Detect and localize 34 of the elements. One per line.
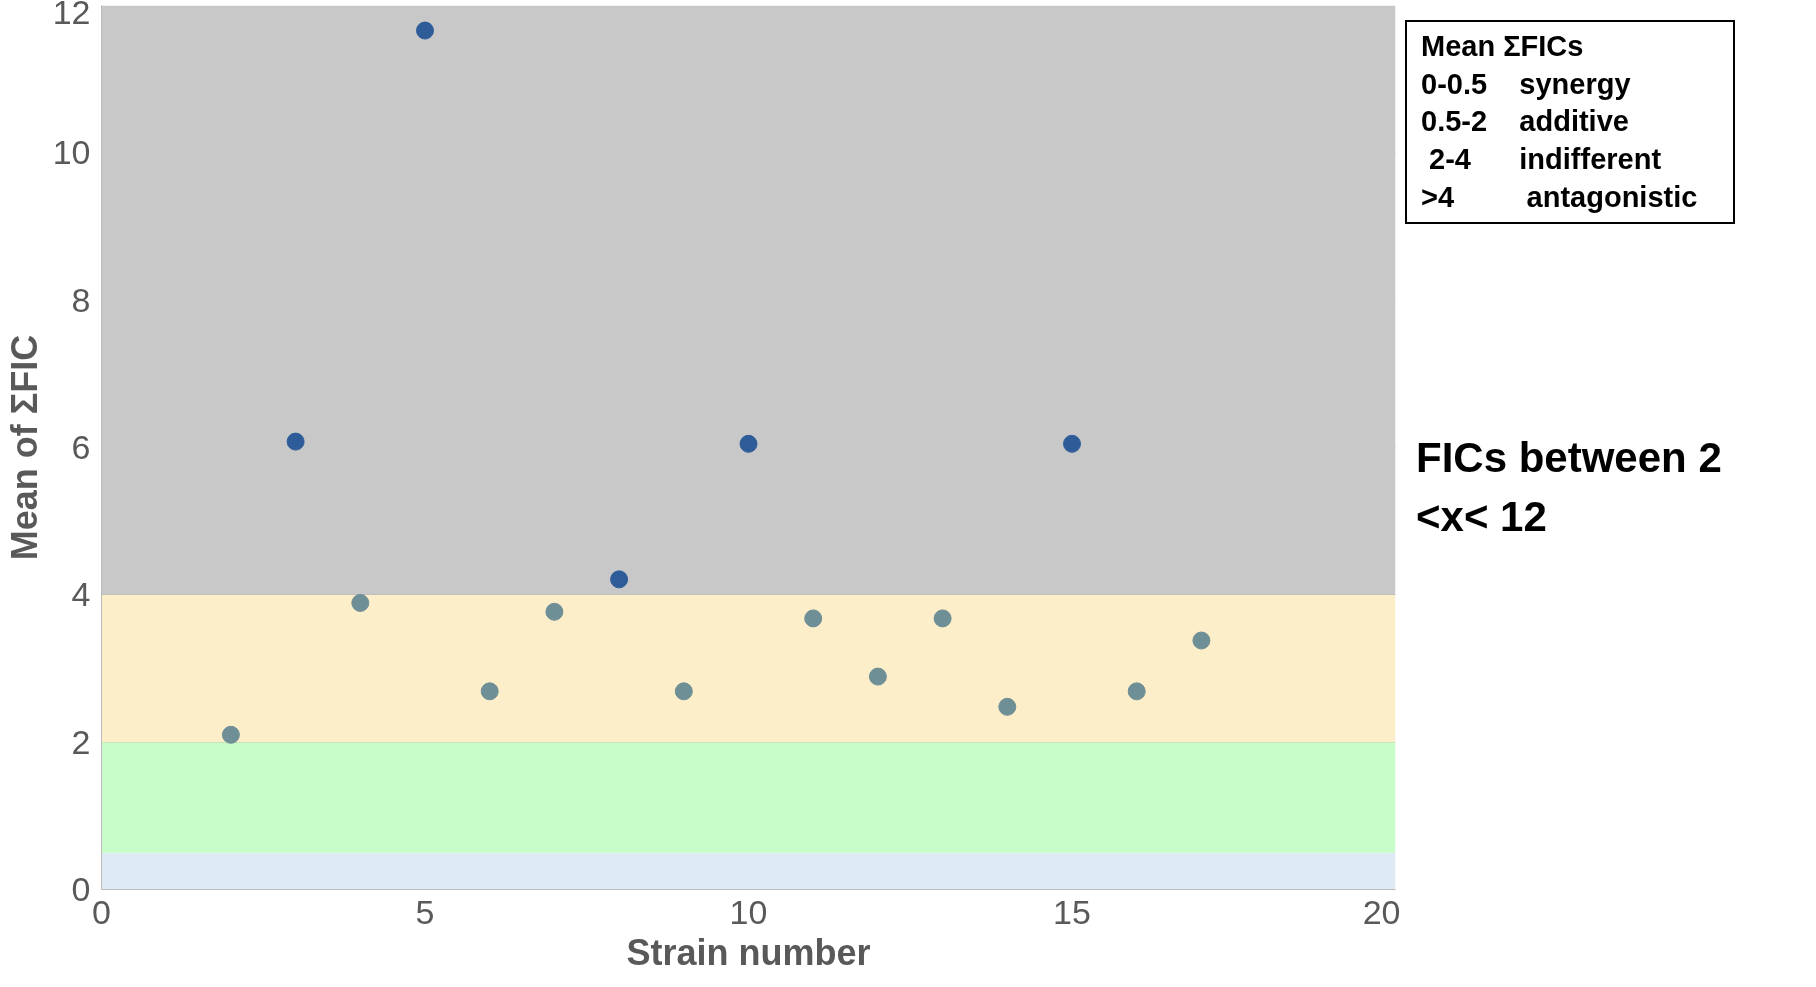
point	[1192, 631, 1211, 650]
y-axis-title: Mean of ΣFIC	[3, 334, 45, 561]
point	[933, 609, 952, 628]
y-tick-label: 4	[71, 575, 91, 614]
x-tick-label: 10	[729, 892, 768, 931]
point	[286, 432, 305, 451]
text: >4 antagonistic	[1421, 180, 1698, 213]
point	[739, 434, 758, 453]
y-tick-label: 10	[52, 133, 91, 172]
text: 0.5-2 additive	[1421, 105, 1629, 138]
point	[1063, 434, 1081, 453]
text: 2-4 indifferent	[1429, 143, 1662, 176]
point	[351, 593, 370, 612]
point	[674, 682, 693, 701]
text: Mean ΣFICs	[1421, 30, 1584, 62]
point	[998, 697, 1017, 716]
point	[480, 682, 499, 701]
y-tick-label: 12	[52, 0, 91, 31]
text: 0-0.5 synergy	[1421, 67, 1631, 100]
text: FICs between 2 <x< 12	[1416, 433, 1723, 543]
y-tick-label: 2	[71, 722, 91, 761]
x-tick-label: 15	[1053, 892, 1091, 931]
point	[868, 667, 887, 686]
point	[610, 570, 629, 589]
point	[416, 21, 434, 40]
x-axis-title: Strain number	[626, 931, 871, 973]
x-tick-label: 20	[1362, 892, 1401, 931]
point	[1127, 682, 1146, 701]
point	[545, 602, 564, 621]
y-tick-label: 8	[71, 280, 91, 319]
point	[804, 609, 823, 628]
point	[221, 725, 240, 744]
y-tick-label: 6	[71, 428, 91, 466]
x-tick-label: 5	[415, 892, 435, 931]
